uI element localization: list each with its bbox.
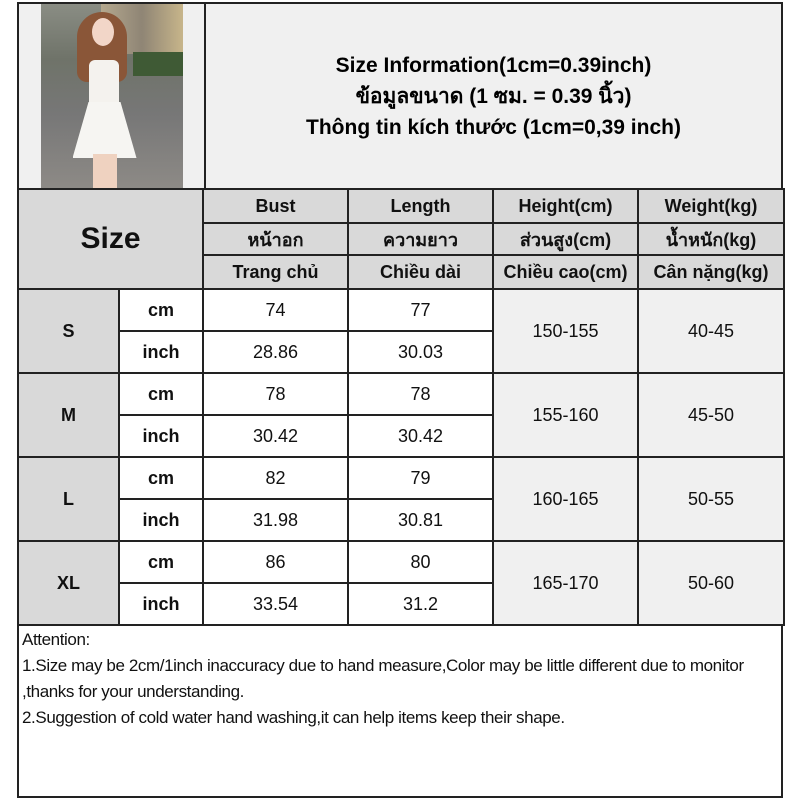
unit-inch: inch bbox=[118, 582, 204, 626]
size-label: L bbox=[17, 456, 120, 542]
header-weight-th: น้ำหนัก(kg) bbox=[637, 222, 785, 256]
header-bust-th: หน้าอก bbox=[202, 222, 349, 256]
attention-note-2: 2.Suggestion of cold water hand washing,… bbox=[22, 708, 565, 727]
header-bust-vi: Trang chủ bbox=[202, 254, 349, 290]
length-cm: 77 bbox=[347, 288, 494, 332]
bust-cm: 74 bbox=[202, 288, 349, 332]
bust-inch: 30.42 bbox=[202, 414, 349, 458]
attention-note-1: 1.Size may be 2cm/1inch inaccuracy due t… bbox=[22, 656, 744, 701]
header-length-en: Length bbox=[347, 188, 494, 224]
header-bust-en: Bust bbox=[202, 188, 349, 224]
table-row: inch 33.54 31.2 bbox=[18, 582, 784, 626]
unit-cm: cm bbox=[118, 372, 204, 416]
title-thai: ข้อมูลขนาด (1 ซม. = 0.39 นิ้ว) bbox=[355, 84, 632, 108]
length-inch: 30.03 bbox=[347, 330, 494, 374]
size-label: M bbox=[17, 372, 120, 458]
unit-inch: inch bbox=[118, 498, 204, 542]
table-row: inch 28.86 30.03 bbox=[18, 330, 784, 374]
length-cm: 79 bbox=[347, 456, 494, 500]
length-inch: 30.42 bbox=[347, 414, 494, 458]
length-inch: 30.81 bbox=[347, 498, 494, 542]
header-weight-vi: Cân nặng(kg) bbox=[637, 254, 785, 290]
size-header: Size bbox=[17, 188, 204, 290]
height-range: 160-165 bbox=[492, 456, 639, 542]
title-vietnamese: Thông tin kích thước (1cm=0,39 inch) bbox=[306, 115, 681, 139]
weight-range: 50-55 bbox=[637, 456, 785, 542]
header-height-en: Height(cm) bbox=[492, 188, 639, 224]
bust-cm: 86 bbox=[202, 540, 349, 584]
header-length-th: ความยาว bbox=[347, 222, 494, 256]
height-range: 165-170 bbox=[492, 540, 639, 626]
title-english: Size Information(1cm=0.39inch) bbox=[335, 53, 652, 77]
attention-notes: Attention: 1.Size may be 2cm/1inch inacc… bbox=[17, 626, 783, 798]
size-label: S bbox=[17, 288, 120, 374]
unit-cm: cm bbox=[118, 540, 204, 584]
size-table: Size Bust Length Height(cm) Weight(kg) ห… bbox=[17, 188, 785, 626]
unit-cm: cm bbox=[118, 288, 204, 332]
header-height-vi: Chiều cao(cm) bbox=[492, 254, 639, 290]
length-inch: 31.2 bbox=[347, 582, 494, 626]
table-row: inch 30.42 30.42 bbox=[18, 414, 784, 458]
weight-range: 40-45 bbox=[637, 288, 785, 374]
length-cm: 80 bbox=[347, 540, 494, 584]
unit-inch: inch bbox=[118, 414, 204, 458]
bust-inch: 28.86 bbox=[202, 330, 349, 374]
header-length-vi: Chiều dài bbox=[347, 254, 494, 290]
bust-inch: 33.54 bbox=[202, 582, 349, 626]
size-information-title: Size Information(1cm=0.39inch) ข้อมูลขนา… bbox=[206, 4, 781, 188]
unit-inch: inch bbox=[118, 330, 204, 374]
size-label: XL bbox=[17, 540, 120, 626]
header-weight-en: Weight(kg) bbox=[637, 188, 785, 224]
product-photo bbox=[40, 4, 183, 188]
attention-heading: Attention: bbox=[22, 630, 90, 649]
bust-inch: 31.98 bbox=[202, 498, 349, 542]
height-range: 155-160 bbox=[492, 372, 639, 458]
weight-range: 45-50 bbox=[637, 372, 785, 458]
unit-cm: cm bbox=[118, 456, 204, 500]
header-height-th: ส่วนสูง(cm) bbox=[492, 222, 639, 256]
chart-header-section: Size Information(1cm=0.39inch) ข้อมูลขนา… bbox=[17, 2, 783, 188]
table-row: XL cm 86 80 165-170 50-60 bbox=[17, 540, 785, 626]
product-photo-cell bbox=[19, 4, 206, 188]
bust-cm: 78 bbox=[202, 372, 349, 416]
bust-cm: 82 bbox=[202, 456, 349, 500]
height-range: 150-155 bbox=[492, 288, 639, 374]
table-row: inch 31.98 30.81 bbox=[18, 498, 784, 542]
size-chart: Size Information(1cm=0.39inch) ข้อมูลขนา… bbox=[17, 2, 785, 798]
length-cm: 78 bbox=[347, 372, 494, 416]
weight-range: 50-60 bbox=[637, 540, 785, 626]
